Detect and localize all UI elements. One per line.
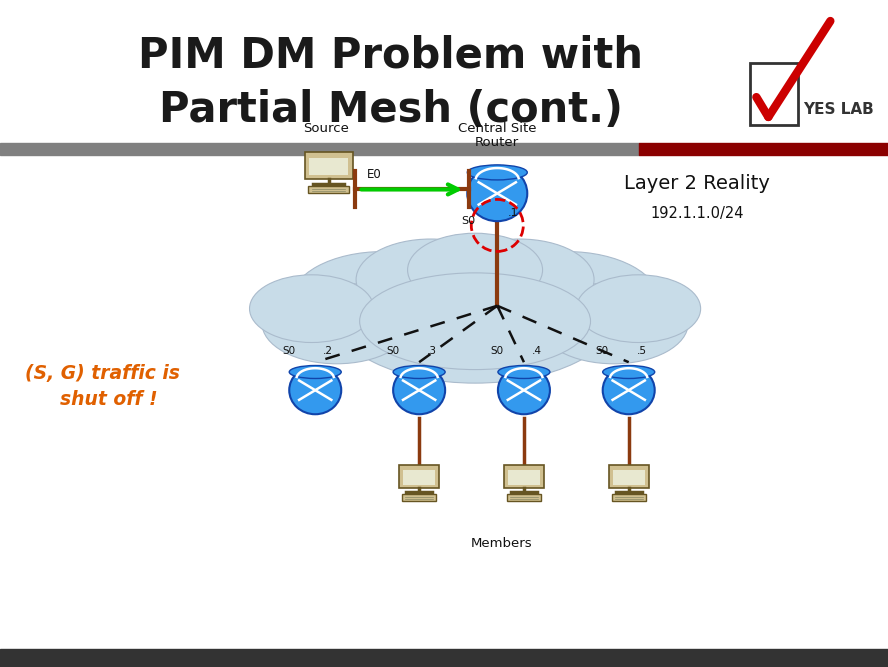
Text: .1: .1 — [507, 208, 518, 218]
Bar — [309, 157, 348, 175]
Bar — [402, 494, 436, 501]
Ellipse shape — [289, 366, 341, 414]
Ellipse shape — [408, 233, 543, 307]
Text: 192.1.1.0/24: 192.1.1.0/24 — [650, 206, 744, 221]
Text: S0: S0 — [386, 346, 399, 356]
Bar — [503, 465, 544, 488]
Ellipse shape — [250, 275, 374, 343]
Text: Members: Members — [471, 537, 533, 550]
Bar — [507, 494, 541, 501]
Text: S0: S0 — [596, 346, 608, 356]
Ellipse shape — [539, 283, 688, 364]
Ellipse shape — [467, 165, 527, 221]
Ellipse shape — [289, 366, 341, 378]
Ellipse shape — [445, 239, 594, 320]
Bar — [639, 143, 888, 155]
Text: .4: .4 — [532, 346, 542, 356]
Bar — [608, 465, 649, 488]
Bar — [0, 649, 888, 667]
Ellipse shape — [467, 165, 527, 180]
Text: YES LAB: YES LAB — [804, 102, 874, 117]
Text: PIM DM Problem with: PIM DM Problem with — [139, 34, 643, 76]
Bar — [399, 465, 440, 488]
Text: E0: E0 — [367, 169, 381, 181]
Ellipse shape — [333, 244, 617, 383]
Ellipse shape — [603, 366, 654, 414]
Bar — [308, 185, 349, 193]
Text: shut off !: shut off ! — [47, 390, 157, 409]
Text: Source: Source — [304, 122, 350, 135]
Text: S0: S0 — [282, 346, 295, 356]
Ellipse shape — [603, 366, 654, 378]
Text: S0: S0 — [491, 346, 503, 356]
Text: Router: Router — [475, 137, 519, 149]
Ellipse shape — [393, 366, 445, 414]
Ellipse shape — [498, 366, 550, 414]
Ellipse shape — [498, 366, 550, 378]
Bar — [612, 494, 646, 501]
Ellipse shape — [290, 251, 475, 352]
Text: S0: S0 — [461, 216, 475, 226]
Ellipse shape — [576, 275, 701, 343]
Bar — [403, 470, 435, 486]
Bar — [508, 470, 540, 486]
Ellipse shape — [393, 366, 445, 378]
Bar — [750, 63, 798, 125]
Ellipse shape — [360, 273, 591, 370]
Ellipse shape — [356, 239, 505, 320]
Text: (S, G) traffic is: (S, G) traffic is — [25, 364, 179, 383]
Bar — [305, 152, 353, 179]
Ellipse shape — [262, 283, 411, 364]
Bar — [613, 470, 645, 486]
Text: .5: .5 — [637, 346, 646, 356]
Text: .3: .3 — [427, 346, 437, 356]
Text: Partial Mesh (cont.): Partial Mesh (cont.) — [159, 89, 622, 131]
Bar — [0, 143, 639, 155]
Text: Layer 2 Reality: Layer 2 Reality — [624, 174, 770, 193]
Ellipse shape — [475, 251, 660, 352]
Text: Central Site: Central Site — [458, 123, 536, 135]
Text: .2: .2 — [323, 346, 333, 356]
